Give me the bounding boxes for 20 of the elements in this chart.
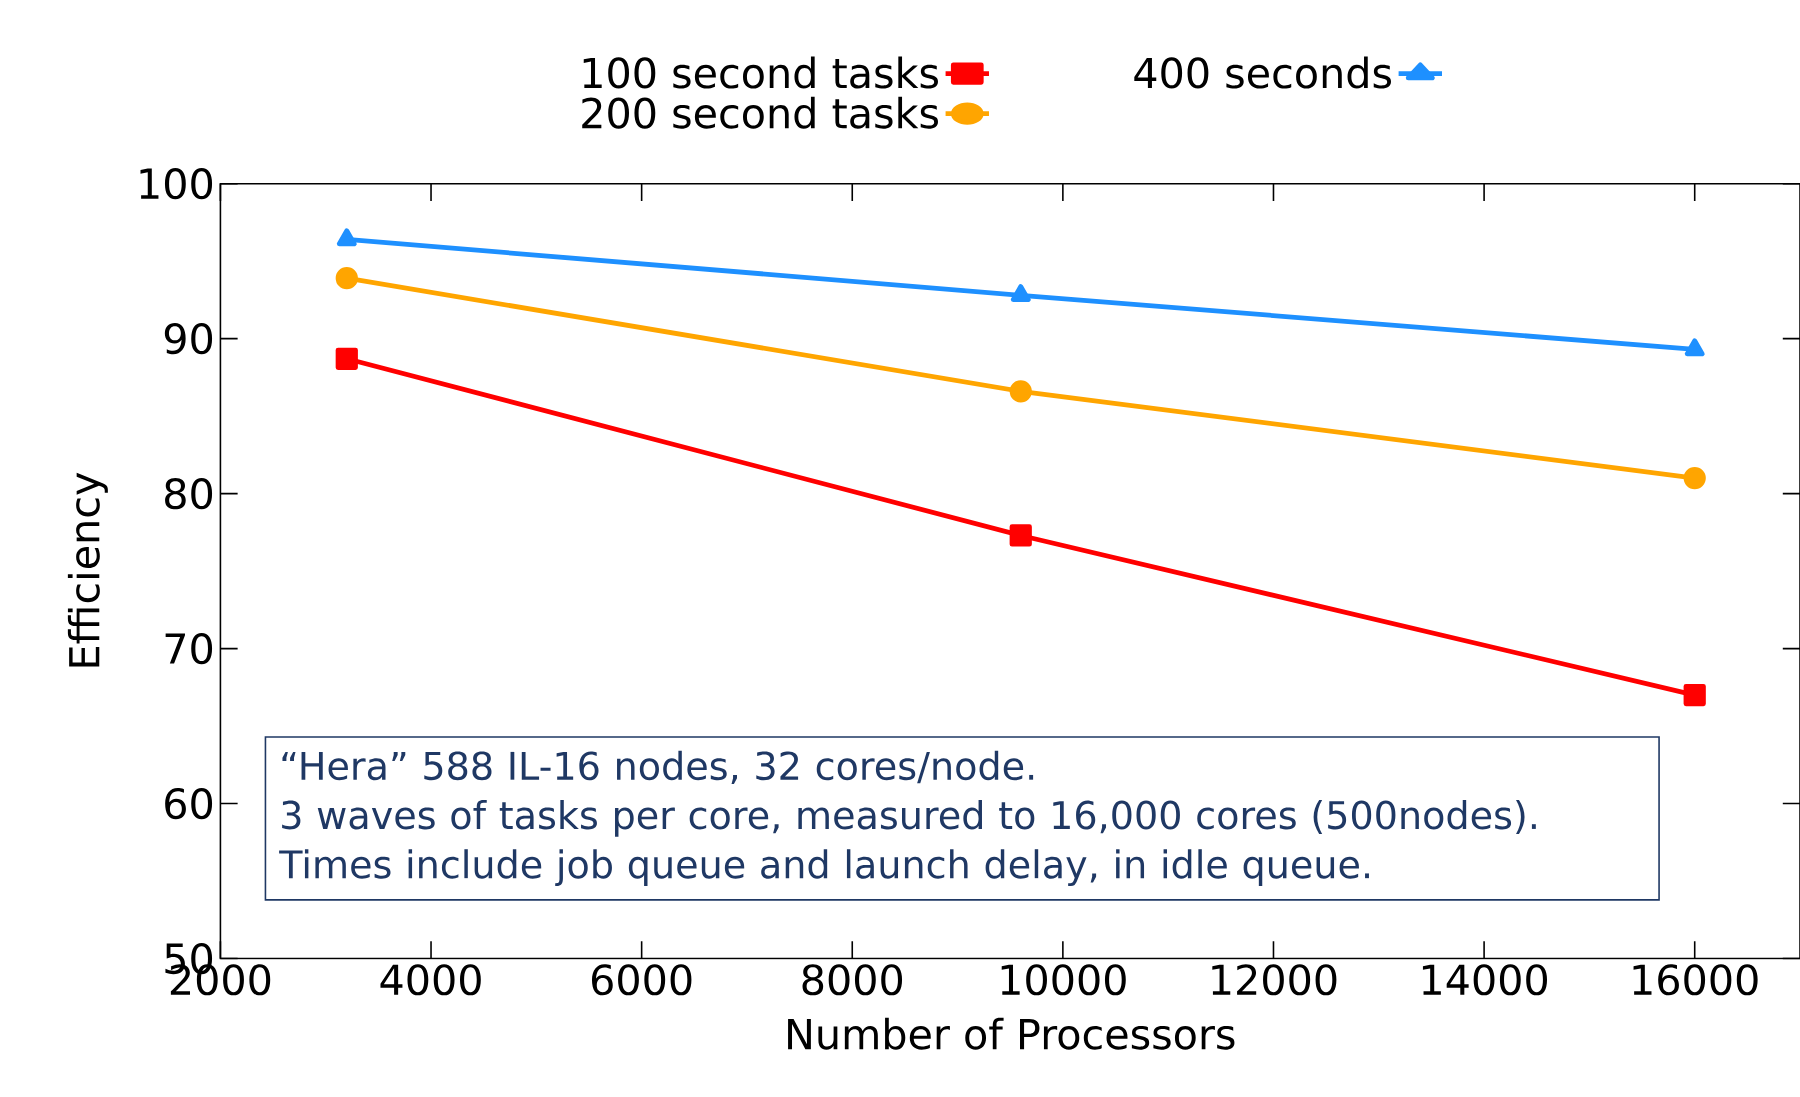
legend-label: 200 second tasks — [582, 96, 938, 129]
x-tick-label: 10000 — [1001, 963, 1126, 996]
x-tick-label: 12000 — [1212, 963, 1337, 996]
y-tick-label: 70 — [165, 632, 213, 664]
y-tick-label: 100 — [140, 167, 213, 200]
x-tick-label: 4000 — [380, 963, 481, 996]
y-tick-label: 90 — [164, 322, 213, 355]
y-axis-title: Efficiency — [67, 472, 108, 667]
legend-label: 400 seconds — [1134, 56, 1391, 89]
legend-label: 100 second tasks — [583, 56, 938, 89]
annotation: 3 waves of tasks per core, measured to 16,000 cores (500nodes). — [282, 799, 1536, 837]
annotation: “Hera” 588 IL-16 nodes, 32 cores/node. — [282, 750, 1034, 784]
x-tick-label: 16000 — [1633, 963, 1758, 996]
x-tick-label: 8000 — [802, 963, 903, 996]
x-tick-label: 14000 — [1422, 963, 1548, 996]
annotation: Times include job queue and launch delay, in idle queue. — [279, 849, 1369, 886]
y-tick-label: 60 — [165, 787, 213, 819]
x-tick-label: 6000 — [591, 963, 692, 996]
y-tick-label: 80 — [165, 477, 213, 509]
x-axis-title: Number of Processors — [788, 1017, 1235, 1050]
